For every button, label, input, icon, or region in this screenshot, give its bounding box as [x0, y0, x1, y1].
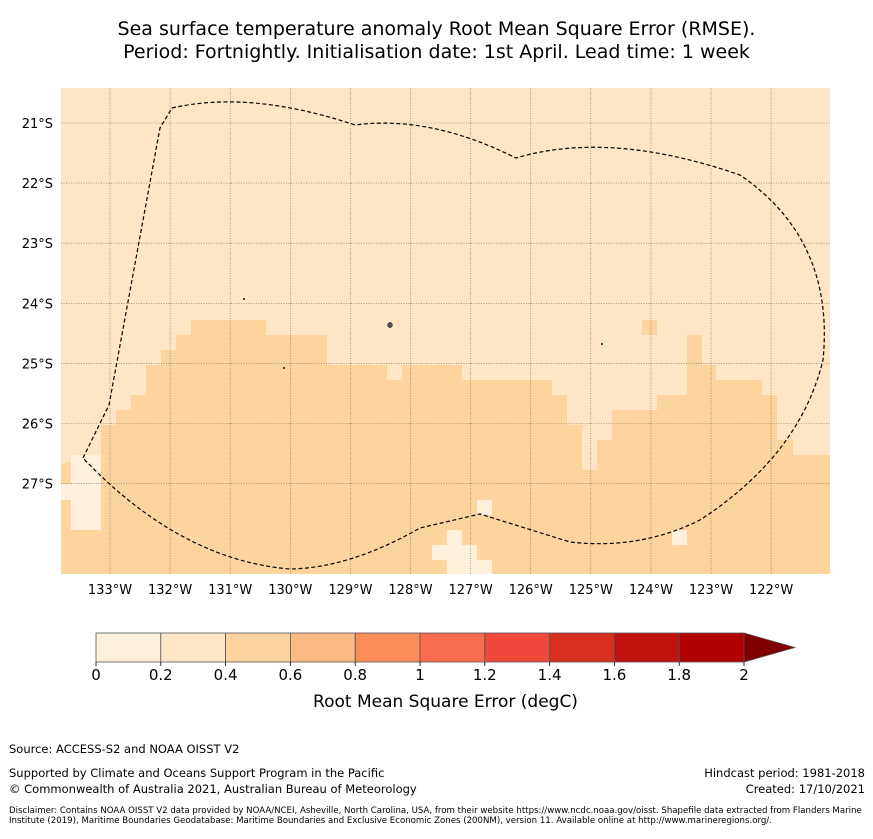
colorbar-label: Root Mean Square Error (degC) [313, 692, 578, 712]
colorbar [95, 632, 797, 666]
hindcast-period: Hindcast period: 1981-2018 [704, 766, 865, 780]
colorbar-tick-label: 0.8 [343, 666, 368, 684]
patches-0-0.2 [61, 455, 687, 574]
island [282, 366, 286, 370]
patch-0.4-0.6 [642, 320, 657, 335]
created-date: Created: 17/10/2021 [745, 782, 865, 796]
lon-tick-label: 130°W [268, 583, 312, 598]
copyright-text: © Commonwealth of Australia 2021, Austra… [9, 782, 417, 796]
colorbar-extend-arrow [743, 632, 797, 663]
map-title-line-1: Sea surface temperature anomaly Root Mea… [117, 18, 756, 40]
colorbar-tick-label: 0.6 [278, 666, 303, 684]
lon-tick-label: 131°W [208, 583, 252, 598]
longitude-tick-labels: 133°W 132°W 131°W 130°W 129°W 128°W 127°W 126°W… [88, 583, 793, 598]
colorbar-tick-label: 1.2 [472, 666, 497, 684]
colorbar-segment [160, 632, 227, 663]
disclaimer-text: Disclaimer: Contains NOAA OISST V2 data … [9, 806, 862, 826]
colorbar-segment [354, 632, 421, 663]
latitude-tick-labels: 21°S 22°S 23°S 24°S 25°S 26°S 27°S [22, 117, 53, 493]
lat-tick-label: 27°S [22, 478, 53, 493]
lon-tick-label: 126°W [509, 583, 553, 598]
colorbar-tick-label: 1 [415, 666, 425, 684]
lon-tick-label: 129°W [328, 583, 372, 598]
colorbar-tick-label: 1.8 [667, 666, 692, 684]
lon-tick-label: 124°W [629, 583, 673, 598]
region-0.4-0.6 [61, 320, 830, 574]
lon-tick-label: 132°W [148, 583, 192, 598]
colorbar-tick-label: 1.4 [537, 666, 562, 684]
lat-tick-label: 24°S [22, 297, 53, 312]
colorbar-tick-label: 0.2 [148, 666, 173, 684]
map-title-line-2: Period: Fortnightly. Initialisation date… [123, 41, 750, 63]
lat-tick-label: 23°S [22, 237, 53, 252]
colorbar-segment [678, 632, 745, 663]
map-panel [61, 88, 830, 574]
lat-tick-label: 25°S [22, 357, 53, 372]
eez-boundary [82, 101, 825, 570]
colorbar-tick-label: 0 [91, 666, 101, 684]
lat-tick-label: 22°S [22, 177, 53, 192]
colorbar-segment [95, 632, 162, 663]
islands [242, 297, 604, 370]
lon-tick-label: 127°W [449, 583, 493, 598]
island [600, 342, 604, 346]
colorbar-segment [419, 632, 486, 663]
lat-tick-label: 21°S [22, 117, 53, 132]
lon-tick-label: 123°W [689, 583, 733, 598]
lon-tick-label: 128°W [388, 583, 432, 598]
island [242, 297, 246, 301]
colorbar-segment [289, 632, 356, 663]
lon-tick-label: 122°W [749, 583, 793, 598]
lat-tick-label: 26°S [22, 418, 53, 433]
colorbar-segment [225, 632, 291, 663]
source-text: Source: ACCESS-S2 and NOAA OISST V2 [9, 742, 240, 756]
lon-tick-label: 125°W [569, 583, 613, 598]
colorbar-segment [549, 632, 615, 663]
island [387, 322, 393, 328]
colorbar-segment [614, 632, 680, 663]
colorbar-tick-label: 1.6 [602, 666, 627, 684]
colorbar-tick-label: 0.4 [213, 666, 238, 684]
colorbar-segment [484, 632, 550, 663]
lon-tick-label: 133°W [88, 583, 132, 598]
colorbar-tick-label: 2 [739, 666, 749, 684]
supported-text: Supported by Climate and Oceans Support … [9, 766, 385, 780]
graticule [61, 88, 830, 574]
